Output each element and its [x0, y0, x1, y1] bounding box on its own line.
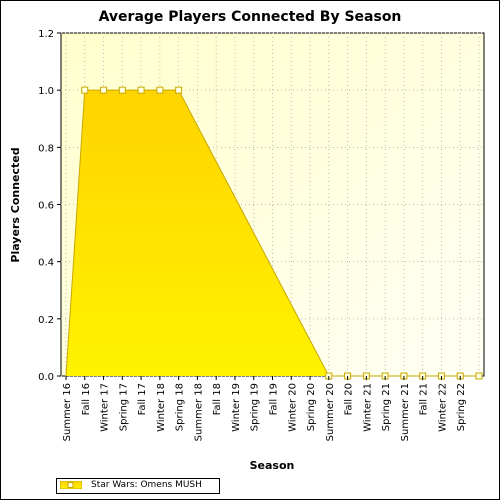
legend-label: Star Wars: Omens MUSH — [91, 480, 202, 490]
x-tick-label-9: Winter 19 — [231, 383, 242, 432]
x-tick-label-10: Spring 19 — [250, 383, 261, 431]
x-tick-label-8: Fall 18 — [212, 383, 223, 415]
y-tick-label-5: 1.0 — [38, 86, 54, 97]
chart-title: Average Players Connected By Season — [98, 9, 402, 25]
x-tick-label-18: Summer 21 — [400, 383, 411, 441]
y-tick-label-0: 0.0 — [38, 372, 54, 383]
x-tick-label-5: Winter 18 — [156, 383, 167, 432]
x-tick-label-6: Spring 18 — [175, 383, 186, 431]
y-tick-label-3: 0.6 — [38, 201, 54, 212]
area-fill — [66, 90, 479, 377]
data-point-2 — [100, 86, 108, 94]
x-axis: Summer 16 Fall 16 Winter 17 Spring 17 Fall 1… — [62, 376, 467, 441]
legend: Star Wars: Omens MUSH — [56, 478, 220, 494]
x-tick-label-3: Spring 17 — [118, 383, 129, 431]
x-tick-label-20: Winter 22 — [437, 383, 448, 432]
y-tick-label-4: 0.8 — [38, 143, 54, 154]
x-tick-label-14: Summer 20 — [325, 383, 336, 441]
y-tick-label-6: 1.2 — [38, 29, 54, 40]
x-tick-label-11: Fall 19 — [269, 383, 280, 415]
x-tick-label-17: Spring 21 — [381, 383, 392, 431]
x-tick-label-2: Winter 17 — [100, 383, 111, 432]
data-point-22 — [475, 372, 483, 380]
data-point-4 — [137, 86, 145, 94]
data-point-1 — [81, 86, 89, 94]
data-point-6 — [175, 86, 183, 94]
y-axis-label: Players Connected — [9, 147, 22, 262]
y-axis: 0.0 0.2 0.4 0.6 0.8 1.0 1.2 — [38, 29, 61, 383]
x-tick-label-16: Winter 21 — [362, 383, 373, 432]
x-tick-label-4: Fall 17 — [137, 383, 148, 415]
y-tick-label-1: 0.2 — [38, 315, 54, 326]
area-series — [65, 89, 479, 377]
series-line — [65, 89, 479, 377]
data-point-5 — [156, 86, 164, 94]
x-axis-label: Season — [250, 459, 295, 472]
legend-swatch — [60, 481, 82, 489]
x-tick-label-0: Summer 16 — [62, 383, 73, 441]
x-tick-label-19: Fall 21 — [419, 383, 430, 415]
x-tick-label-15: Fall 20 — [344, 383, 355, 415]
x-tick-label-1: Fall 16 — [81, 383, 92, 415]
x-tick-label-7: Summer 18 — [193, 383, 204, 441]
data-point-3 — [118, 86, 126, 94]
x-tick-label-13: Spring 20 — [306, 383, 317, 431]
x-tick-label-21: Spring 22 — [456, 383, 467, 431]
x-tick-label-12: Winter 20 — [287, 383, 298, 432]
y-tick-label-2: 0.4 — [38, 258, 54, 269]
